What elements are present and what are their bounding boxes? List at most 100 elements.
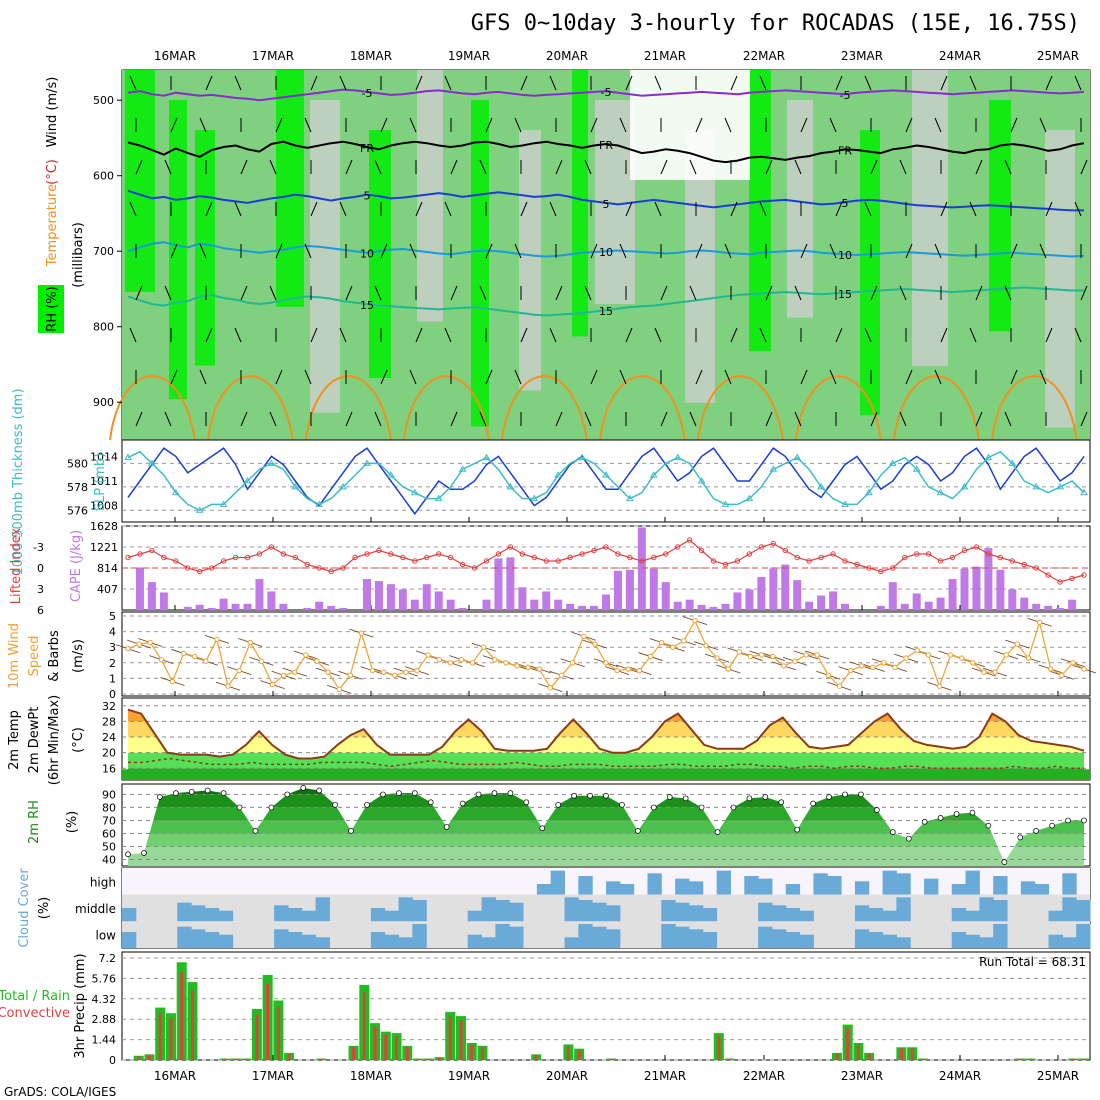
cloud-cell: [398, 937, 413, 948]
li-point: [854, 561, 860, 568]
convective-bar: [244, 1058, 248, 1060]
cape-bar: [195, 604, 204, 610]
cape-bar: [207, 607, 216, 610]
thickness-point: [578, 453, 586, 461]
wind-barb: [415, 327, 423, 343]
wind-barb: [374, 285, 382, 301]
y-tick-label-right: 814: [97, 562, 118, 575]
convective-bar: [609, 1058, 613, 1060]
cape-bar: [1044, 605, 1053, 610]
cape-bar: [231, 603, 240, 610]
wind-barb: [870, 159, 878, 175]
wind-barb: [339, 201, 347, 217]
cloud-cell: [412, 924, 427, 948]
thickness-point: [124, 453, 132, 461]
convective-bar: [223, 1058, 227, 1060]
wind-barb: [374, 411, 382, 427]
thickness-point: [817, 482, 825, 490]
convective-bar: [276, 1006, 280, 1060]
axis-label-temperature: Temperature: [45, 184, 60, 267]
wind-barb: [794, 285, 802, 301]
li-point: [890, 565, 896, 571]
wind-point: [792, 658, 798, 664]
rh-streak: [276, 70, 304, 307]
cloud-cell: [1034, 884, 1050, 895]
wind-barb: [759, 75, 767, 91]
li-point: [436, 551, 442, 557]
cape-bar: [279, 603, 288, 610]
cape-bar: [721, 603, 730, 610]
wind-point: [881, 660, 887, 666]
wind-point: [280, 672, 287, 678]
wind-barb: [934, 369, 942, 385]
cape-bar: [458, 607, 467, 610]
warm-contour: [795, 375, 882, 441]
li-point: [1021, 561, 1027, 568]
convective-bar: [921, 1058, 925, 1060]
convective-bar: [448, 1016, 452, 1060]
li-point: [722, 561, 729, 568]
cape-bar: [566, 603, 575, 610]
cape-bar: [948, 579, 957, 610]
rh-point: [507, 790, 514, 796]
wind-point: [380, 669, 387, 675]
convective-bar: [352, 1047, 356, 1060]
slp-thickness-panel-frame: [121, 439, 1091, 523]
cloud-cell: [647, 873, 662, 895]
thickness-point: [458, 465, 467, 472]
rh-point: [220, 790, 227, 796]
wind-barb: [555, 411, 563, 427]
cape-bar: [183, 606, 192, 610]
li-point: [412, 558, 418, 564]
cloud-cell: [315, 937, 330, 948]
cloud-cell: [1062, 873, 1077, 895]
wind-barb: [275, 117, 283, 133]
run-total-label: Run Total = 68.31: [979, 955, 1086, 969]
cape-bar: [673, 601, 682, 610]
wind-point: [770, 653, 776, 660]
wind-point: [636, 667, 643, 674]
wind-point: [992, 669, 998, 675]
li-point: [603, 544, 609, 550]
rh-point: [969, 809, 976, 816]
rh-point: [459, 800, 466, 807]
li-point: [794, 554, 800, 561]
axis-label-dewpt: 2m DewPt: [27, 707, 42, 774]
wind-barb: [975, 159, 983, 175]
rh-point: [826, 794, 832, 800]
y-tick-label: 700: [93, 245, 114, 258]
cloud-cell: [965, 910, 980, 922]
wind-barb: [520, 75, 528, 91]
rh-point: [491, 790, 498, 796]
wind-barb: [794, 411, 802, 427]
li-point: [663, 551, 669, 557]
wind-barb: [310, 201, 318, 217]
isotherm-label: -5: [840, 89, 851, 102]
cloud-cell: [384, 910, 400, 922]
wind-point: [1003, 652, 1009, 658]
isotherm-label: 15: [360, 299, 374, 312]
li-point: [185, 565, 191, 571]
convective-bar: [846, 1028, 850, 1060]
wind-barb: [905, 117, 913, 133]
li-point: [1069, 575, 1075, 582]
rh-point: [858, 791, 864, 798]
rh-point: [300, 785, 307, 791]
top-date-label: 23MAR: [841, 49, 883, 63]
wind-barb: [1074, 75, 1082, 91]
cape-bar: [374, 581, 383, 610]
cloud-cell: [564, 897, 579, 922]
cape-bar: [685, 599, 694, 610]
cloud-cell: [301, 934, 317, 948]
rh-streak: [989, 100, 1011, 332]
thickness-point: [1008, 459, 1017, 466]
wind-point: [959, 655, 965, 661]
top-date-label: 18MAR: [350, 49, 392, 63]
li-point: [949, 554, 956, 561]
cloud-cell: [758, 926, 773, 948]
li-point: [842, 558, 848, 564]
rh-point: [172, 790, 179, 796]
convective-bar: [362, 992, 366, 1060]
rh-band: [128, 820, 1084, 834]
warm-contour: [305, 375, 392, 441]
